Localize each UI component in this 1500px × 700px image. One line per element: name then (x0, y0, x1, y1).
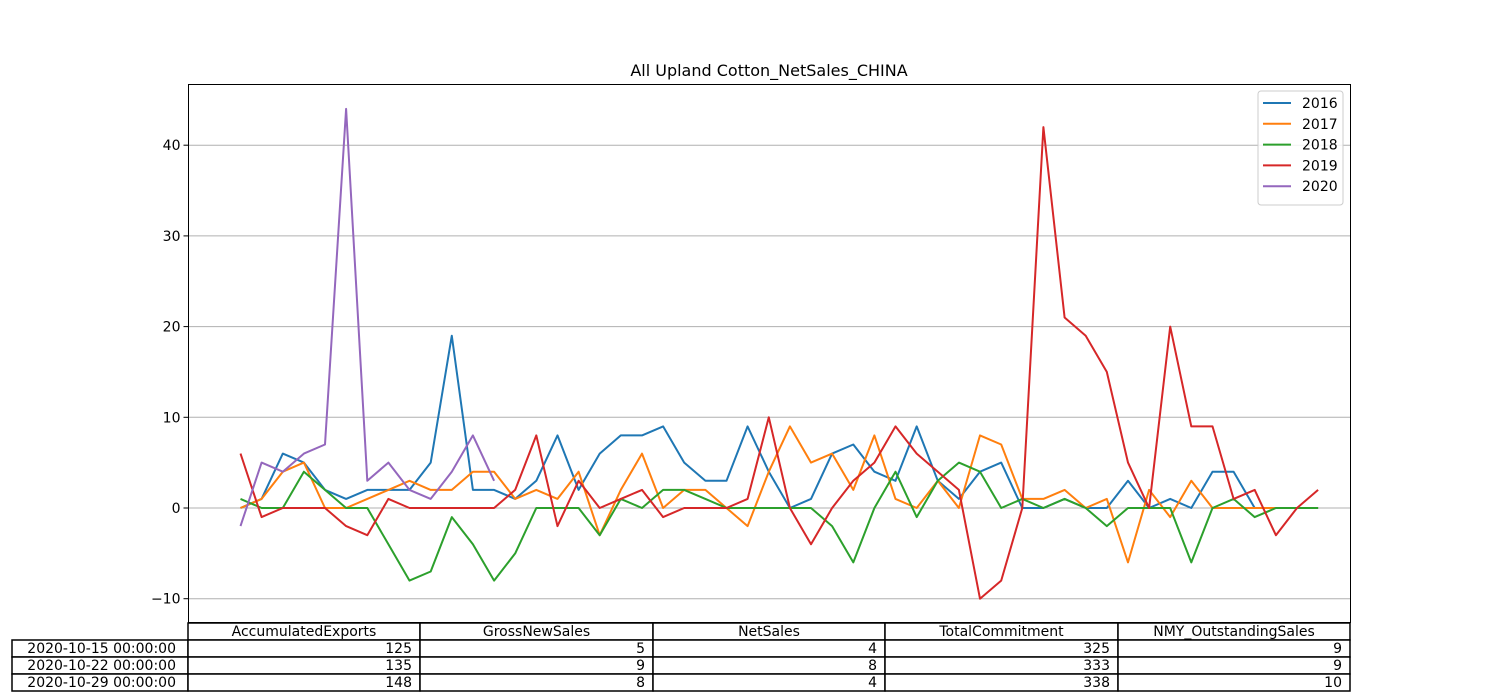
table-cell-value: 9 (1333, 641, 1342, 657)
series-line-2017 (240, 425, 1319, 564)
table-cell (652, 656, 886, 675)
table-cell (652, 673, 886, 692)
table-cell-value: 135 (385, 658, 412, 674)
table-row-label: 2020-10-29 00:00:00 (27, 675, 176, 691)
table-cell-value: 148 (385, 675, 412, 691)
table-row-label: 2020-10-22 00:00:00 (27, 658, 176, 674)
table-cell-value: 333 (1083, 658, 1110, 674)
y-tick-label: −10 (151, 592, 181, 608)
table-cell-value: 8 (868, 658, 877, 674)
table-cell-value: 8 (636, 675, 645, 691)
legend-label: 2019 (1302, 158, 1338, 174)
y-axis: −10 0 10 20 30 40 (151, 138, 189, 608)
table-cell (1117, 673, 1351, 692)
series-line-2018 (240, 461, 1319, 582)
gridlines (188, 144, 1351, 600)
table-cell-value: 9 (1333, 658, 1342, 674)
table-cell-value: 10 (1324, 675, 1342, 691)
table-cell-value: 325 (1083, 641, 1110, 657)
series-lines (239, 107, 1319, 600)
table-cell (1117, 639, 1351, 658)
table-cell (419, 639, 654, 658)
chart-title: All Upland Cotton_NetSales_CHINA (630, 61, 907, 81)
table-header: AccumulatedExports (232, 624, 377, 640)
table-cell-value: 125 (385, 641, 412, 657)
table-header: TotalCommitment (938, 624, 1064, 640)
table-cell-value: 4 (868, 641, 877, 657)
y-tick-label: 10 (163, 410, 181, 426)
table-cell (419, 673, 654, 692)
table-header: NMY_OutstandingSales (1153, 624, 1315, 640)
y-tick-label: 40 (163, 138, 181, 154)
series-line-2020 (239, 107, 496, 527)
legend-label: 2018 (1302, 138, 1338, 154)
legend-label: 2020 (1302, 179, 1338, 195)
y-tick-label: 30 (163, 229, 181, 245)
table-cell (652, 639, 886, 658)
legend-label: 2017 (1302, 117, 1338, 133)
y-tick-label: 20 (163, 320, 181, 336)
table-row-label: 2020-10-15 00:00:00 (27, 641, 176, 657)
y-tick-label: 0 (172, 501, 181, 517)
table-cell-value: 338 (1083, 675, 1110, 691)
table-cell-value: 9 (636, 658, 645, 674)
table-cell (1117, 656, 1351, 675)
legend-label: 2016 (1302, 96, 1338, 112)
table-cell-value: 4 (868, 675, 877, 691)
legend: 2016 2017 2018 2019 2020 (1257, 90, 1344, 206)
table-cell-value: 5 (636, 641, 645, 657)
table-header: NetSales (738, 624, 800, 640)
series-line-2016 (240, 334, 1319, 509)
legend-box (1257, 90, 1344, 206)
series-line-2019 (239, 126, 1319, 600)
data-table: AccumulatedExports GrossNewSales NetSales T… (11, 622, 1351, 692)
table-header: GrossNewSales (483, 624, 590, 640)
table-cell (419, 656, 654, 675)
